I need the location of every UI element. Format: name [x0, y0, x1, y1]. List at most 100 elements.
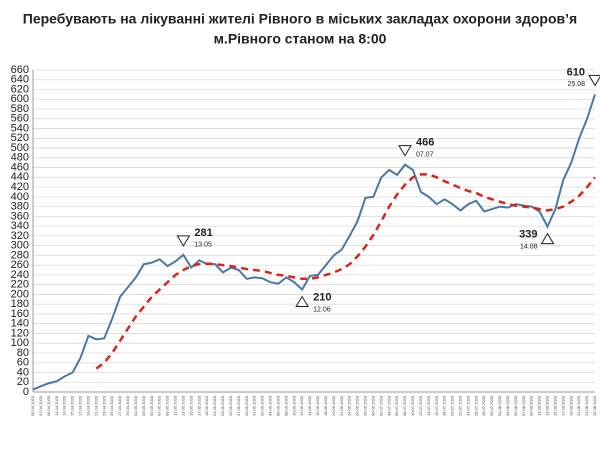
x-tick-label: 29.05.2020: [244, 395, 249, 416]
x-tick-label: 21.08.2020: [576, 395, 581, 416]
y-tick-label: 40: [17, 366, 29, 378]
y-tick-label: 180: [11, 298, 29, 310]
x-tick-label: 09.08.2020: [529, 395, 534, 416]
y-tick-label: 460: [11, 161, 29, 173]
x-tick-label: 13.08.2020: [545, 395, 550, 416]
y-tick-label: 240: [11, 269, 29, 281]
x-tick-label: 15.04.2020: [70, 395, 75, 416]
y-tick-label: 0: [23, 386, 29, 398]
x-tick-label: 18.07.2020: [442, 395, 447, 416]
x-tick-label: 22.06.2020: [339, 395, 344, 416]
x-tick-label: 13.04.2020: [62, 395, 67, 416]
x-tick-label: 17.08.2020: [560, 395, 565, 416]
x-tick-label: 04.06.2020: [268, 395, 273, 416]
annotation-date: 13.05: [194, 242, 212, 249]
x-tick-label: 16.07.2020: [434, 395, 439, 416]
y-tick-label: 140: [11, 318, 29, 330]
y-tick-label: 60: [17, 357, 29, 369]
x-tick-label: 10.06.2020: [291, 395, 296, 416]
x-tick-label: 06.07.2020: [394, 395, 399, 416]
annotation-marker: [295, 295, 310, 308]
x-tick-label: 11.05.2020: [173, 395, 178, 415]
y-tick-label: 480: [11, 152, 29, 164]
y-tick-label: 380: [11, 201, 29, 213]
annotation-marker: [540, 232, 555, 245]
x-tick-label: 10.07.2020: [410, 395, 415, 416]
x-tick-label: 12.06.2020: [299, 395, 304, 416]
x-tick-label: 24.06.2020: [347, 395, 352, 416]
x-tick-label: 27.04.2020: [117, 395, 122, 416]
y-tick-label: 80: [17, 347, 29, 359]
y-tick-label: 260: [11, 259, 29, 271]
x-tick-label: 21.05.2020: [212, 395, 217, 416]
x-tick-label: 11.08.2020: [537, 395, 542, 415]
x-tick-label: 01.05.2020: [133, 395, 138, 416]
x-tick-label: 20.07.2020: [450, 395, 455, 416]
x-tick-label: 04.07.2020: [386, 395, 391, 416]
x-tick-label: 03.05.2020: [141, 395, 146, 416]
x-tick-label: 08.07.2020: [402, 395, 407, 416]
x-tick-label: 14.07.2020: [426, 395, 431, 416]
x-tick-label: 17.04.2020: [78, 395, 83, 416]
y-tick-label: 220: [11, 279, 29, 291]
annotation-value: 466: [416, 137, 434, 149]
x-tick-label: 28.07.2020: [481, 395, 486, 416]
x-tick-label: 27.05.2020: [236, 395, 241, 416]
y-tick-label: 200: [11, 288, 29, 300]
y-tick-label: 360: [11, 210, 29, 222]
x-tick-label: 15.05.2020: [188, 395, 193, 416]
y-tick-label: 300: [11, 240, 29, 252]
x-tick-label: 23.04.2020: [101, 395, 106, 416]
y-tick-label: 540: [11, 122, 29, 134]
x-tick-label: 21.04.2020: [93, 395, 98, 416]
annotation-date: 14.08: [520, 243, 538, 250]
y-tick-label: 400: [11, 191, 29, 203]
y-tick-label: 440: [11, 171, 29, 183]
y-tick-label: 600: [11, 93, 29, 105]
x-tick-label: 15.08.2020: [552, 395, 557, 416]
chart-title: Перебувають на лікуванні жителі Рівного …: [23, 11, 577, 27]
annotation-value: 210: [313, 291, 331, 303]
y-tick-label: 500: [11, 142, 29, 154]
x-tick-label: 07.08.2020: [521, 395, 526, 416]
x-tick-label: 02.06.2020: [260, 395, 265, 416]
x-tick-label: 25.08.2020: [592, 395, 597, 416]
x-tick-label: 31.05.2020: [252, 395, 257, 416]
x-tick-label: 05.08.2020: [513, 395, 518, 416]
x-tick-label: 05.05.2020: [149, 395, 154, 416]
x-tick-label: 11.04.2020: [54, 395, 59, 415]
x-tick-label: 26.06.2020: [355, 395, 360, 416]
annotation-marker: [588, 74, 600, 87]
x-tick-label: 19.04.2020: [85, 395, 90, 416]
x-tick-label: 06.06.2020: [275, 395, 280, 416]
x-tick-label: 24.07.2020: [465, 395, 470, 416]
y-tick-label: 620: [11, 83, 29, 95]
x-tick-label: 28.06.2020: [363, 395, 368, 416]
x-tick-label: 03.08.2020: [505, 395, 510, 416]
x-tick-label: 01.08.2020: [497, 395, 502, 416]
x-tick-label: 20.06.2020: [331, 395, 336, 416]
x-tick-label: 26.07.2020: [473, 395, 478, 416]
x-tick-label: 19.08.2020: [568, 395, 573, 416]
x-tick-label: 09.04.2020: [46, 395, 51, 416]
y-tick-label: 120: [11, 327, 29, 339]
x-tick-label: 16.06.2020: [315, 395, 320, 416]
x-tick-label: 13.05.2020: [180, 395, 185, 416]
x-tick-label: 25.04.2020: [109, 395, 114, 416]
y-tick-label: 660: [11, 64, 29, 76]
y-tick-label: 20: [17, 376, 29, 388]
y-tick-label: 420: [11, 181, 29, 193]
x-tick-label: 22.07.2020: [457, 395, 462, 416]
x-tick-label: 29.04.2020: [125, 395, 130, 416]
x-tick-label: 12.07.2020: [418, 395, 423, 416]
annotation-date: 25.08: [567, 81, 585, 88]
annotation-value: 281: [194, 227, 212, 239]
x-tick-label: 17.05.2020: [196, 395, 201, 416]
x-tick-label: 30.06.2020: [370, 395, 375, 416]
annotation-marker: [176, 235, 191, 247]
y-tick-label: 560: [11, 113, 29, 125]
y-tick-label: 640: [11, 74, 29, 86]
x-tick-label: 14.06.2020: [307, 395, 312, 416]
y-tick-label: 280: [11, 249, 29, 261]
x-tick-label: 30.07.2020: [489, 395, 494, 416]
